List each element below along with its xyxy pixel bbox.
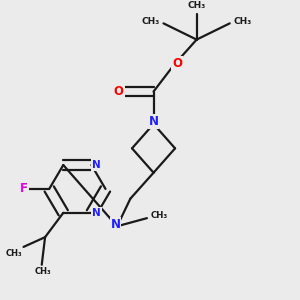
Text: CH₃: CH₃ xyxy=(142,17,160,26)
Text: O: O xyxy=(172,57,182,70)
Text: CH₃: CH₃ xyxy=(233,17,251,26)
Text: CH₃: CH₃ xyxy=(150,211,167,220)
Text: N: N xyxy=(92,160,101,170)
Text: N: N xyxy=(110,218,121,231)
Text: CH₃: CH₃ xyxy=(5,248,22,257)
Text: N: N xyxy=(148,115,159,128)
Text: N: N xyxy=(92,208,101,218)
Text: F: F xyxy=(20,182,28,195)
Text: CH₃: CH₃ xyxy=(35,267,52,276)
Text: O: O xyxy=(114,85,124,98)
Text: CH₃: CH₃ xyxy=(188,2,206,10)
